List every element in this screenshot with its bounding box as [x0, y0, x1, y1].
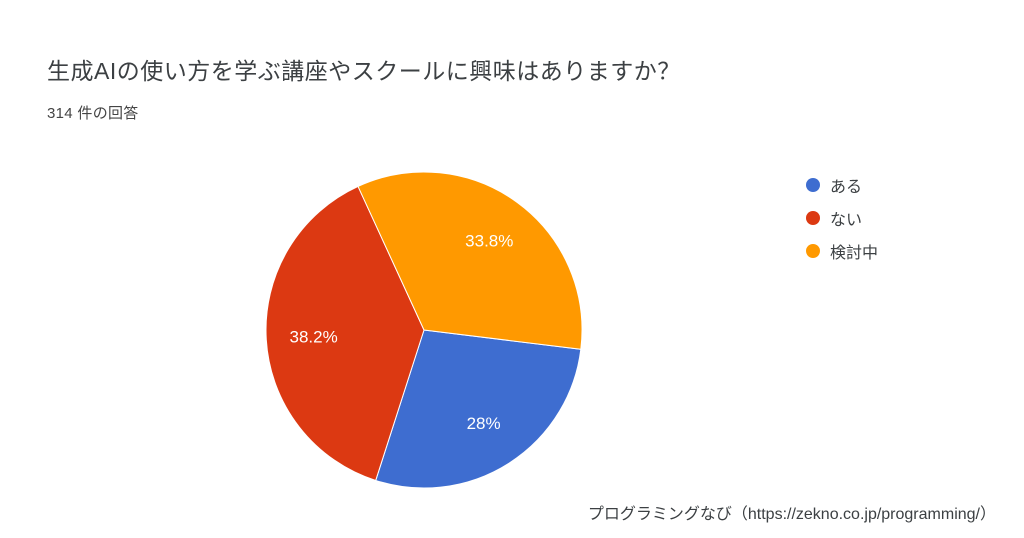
legend-color-dot-icon [806, 178, 820, 192]
legend-item: 検討中 [806, 240, 878, 262]
chart-title: 生成AIの使い方を学ぶ講座やスクールに興味はありますか？ [47, 58, 681, 84]
legend-label: 検討中 [830, 245, 879, 262]
pie-slice[interactable] [265, 185, 425, 482]
legend-label: ない [830, 212, 863, 229]
legend-item: ある [806, 174, 878, 196]
pie-chart: 28% 38.2% 33.8% [265, 171, 583, 489]
pie-slice-label: 28% [467, 414, 501, 433]
legend: ある ない 検討中 [806, 174, 878, 273]
legend-color-dot-icon [806, 211, 820, 225]
pie-slice-label: 38.2% [289, 328, 337, 347]
pie-slice-label: 33.8% [465, 232, 513, 251]
legend-label: ある [830, 179, 863, 196]
legend-color-dot-icon [806, 244, 820, 258]
credit-text: プログラミングなび（https://zekno.co.jp/programmin… [587, 506, 996, 523]
legend-item: ない [806, 207, 878, 229]
response-count: 314 件の回答 [47, 105, 139, 122]
pie-slice[interactable] [357, 171, 583, 350]
pie-slice[interactable] [375, 329, 582, 489]
